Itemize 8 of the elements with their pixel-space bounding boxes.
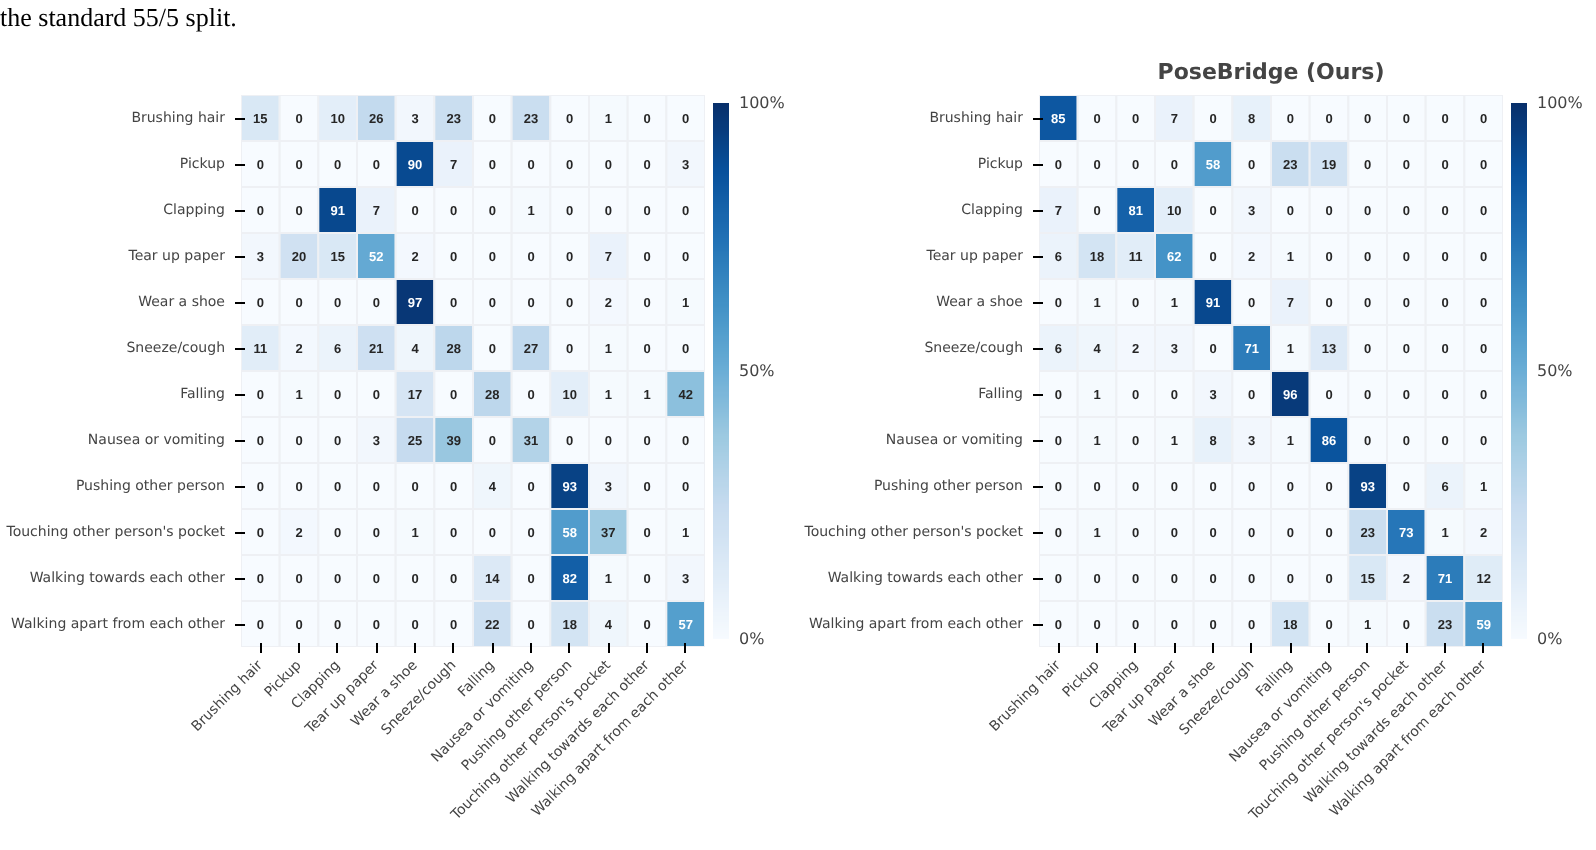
color-bar-label: 0%: [1537, 630, 1564, 648]
chart-title: PoseBridge (Ours): [1157, 59, 1385, 85]
text: the standard 55/5 split.: [0, 0, 237, 36]
color-bar-label: 50%: [1537, 362, 1574, 380]
color-bar-label: 100%: [739, 94, 786, 112]
color-bar-label: 100%: [1537, 94, 1584, 112]
color-bar-label: 50%: [739, 362, 776, 380]
color-bar-label: 0%: [739, 630, 766, 648]
